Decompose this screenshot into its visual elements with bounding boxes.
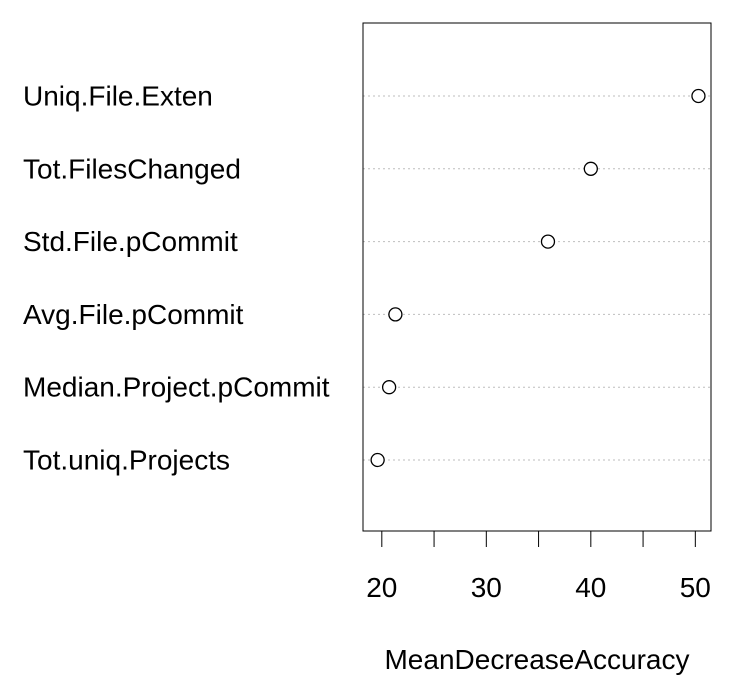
plot-frame (362, 22, 712, 532)
x-tick-label: 20 (366, 572, 397, 603)
category-label: Std.File.pCommit (23, 226, 238, 257)
x-tick-label: 40 (575, 572, 606, 603)
data-point (388, 307, 403, 322)
guide-lines (363, 95, 711, 461)
category-label: Uniq.File.Exten (23, 81, 213, 112)
x-tick-label: 50 (680, 572, 711, 603)
data-points (370, 88, 706, 468)
data-point (381, 380, 397, 395)
x-tick-label: 30 (471, 572, 502, 603)
category-label: Avg.File.pCommit (23, 299, 244, 330)
data-point (583, 161, 598, 176)
category-label: Tot.uniq.Projects (23, 445, 230, 476)
category-label: Tot.FilesChanged (23, 153, 241, 184)
category-label: Median.Project.pCommit (23, 372, 330, 403)
x-axis-label: MeanDecreaseAccuracy (384, 644, 689, 675)
x-axis: 20 30 40 50 (366, 531, 711, 603)
category-labels: Uniq.File.Exten Tot.FilesChanged Std.File.… (23, 81, 330, 476)
data-point (370, 452, 385, 468)
data-point (540, 234, 556, 249)
data-point (691, 88, 706, 104)
